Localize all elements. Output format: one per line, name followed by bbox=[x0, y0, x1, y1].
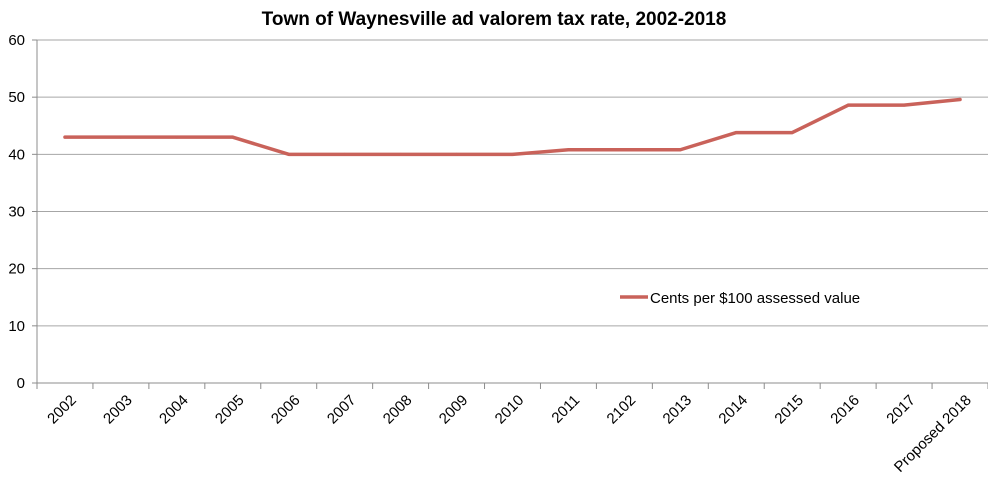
y-tick-label: 20 bbox=[8, 261, 25, 278]
data-point bbox=[678, 148, 682, 152]
data-point bbox=[846, 103, 850, 107]
x-tick-label: 2017 bbox=[883, 392, 919, 428]
y-tick-label: 30 bbox=[8, 204, 25, 221]
data-point bbox=[455, 152, 459, 156]
data-point bbox=[175, 135, 179, 139]
legend-label: Cents per $100 assessed value bbox=[650, 290, 860, 307]
y-tick-label: 0 bbox=[17, 375, 25, 392]
data-point bbox=[790, 131, 794, 135]
y-axis: 0 10 20 30 40 50 60 bbox=[8, 32, 38, 392]
data-point bbox=[63, 135, 67, 139]
x-axis: 2002 2003 2004 2005 2006 2007 2008 2009 2010 2011… bbox=[36, 383, 988, 476]
x-tick-label: 2013 bbox=[660, 392, 696, 428]
x-tick-label: 2010 bbox=[492, 392, 528, 428]
chart-title: Town of Waynesville ad valorem tax rate,… bbox=[262, 9, 727, 30]
x-tick-label: 2004 bbox=[156, 392, 192, 428]
y-tick-label: 10 bbox=[8, 318, 25, 335]
x-tick-label: 2005 bbox=[212, 392, 248, 428]
data-point bbox=[566, 148, 570, 152]
data-point bbox=[622, 148, 626, 152]
x-tick-label: 2009 bbox=[436, 392, 472, 428]
x-tick-label: 2016 bbox=[827, 392, 863, 428]
series-line bbox=[63, 97, 962, 157]
legend: Cents per $100 assessed value bbox=[620, 290, 860, 307]
x-tick-label: 2006 bbox=[268, 392, 304, 428]
x-tick-label: 2015 bbox=[771, 392, 807, 428]
data-point bbox=[287, 152, 291, 156]
x-tick-label: 2011 bbox=[548, 392, 583, 427]
data-point bbox=[119, 135, 123, 139]
gridlines bbox=[37, 39, 988, 384]
y-tick-label: 40 bbox=[8, 146, 25, 163]
data-point bbox=[399, 152, 403, 156]
x-tick-label: 2102 bbox=[604, 392, 640, 428]
data-point bbox=[231, 135, 235, 139]
data-point bbox=[902, 103, 906, 107]
x-tick-label: 2008 bbox=[380, 392, 416, 428]
y-tick-label: 60 bbox=[8, 32, 25, 49]
data-point bbox=[958, 97, 962, 101]
data-point bbox=[343, 152, 347, 156]
x-tick-label: 2007 bbox=[324, 392, 360, 428]
data-point bbox=[511, 152, 514, 156]
y-tick-label: 50 bbox=[8, 89, 25, 106]
x-tick-label: 2002 bbox=[44, 392, 80, 428]
x-tick-label: 2003 bbox=[100, 392, 136, 428]
x-tick-label: 2014 bbox=[715, 392, 751, 428]
data-point bbox=[734, 131, 738, 135]
series-group bbox=[63, 97, 962, 157]
